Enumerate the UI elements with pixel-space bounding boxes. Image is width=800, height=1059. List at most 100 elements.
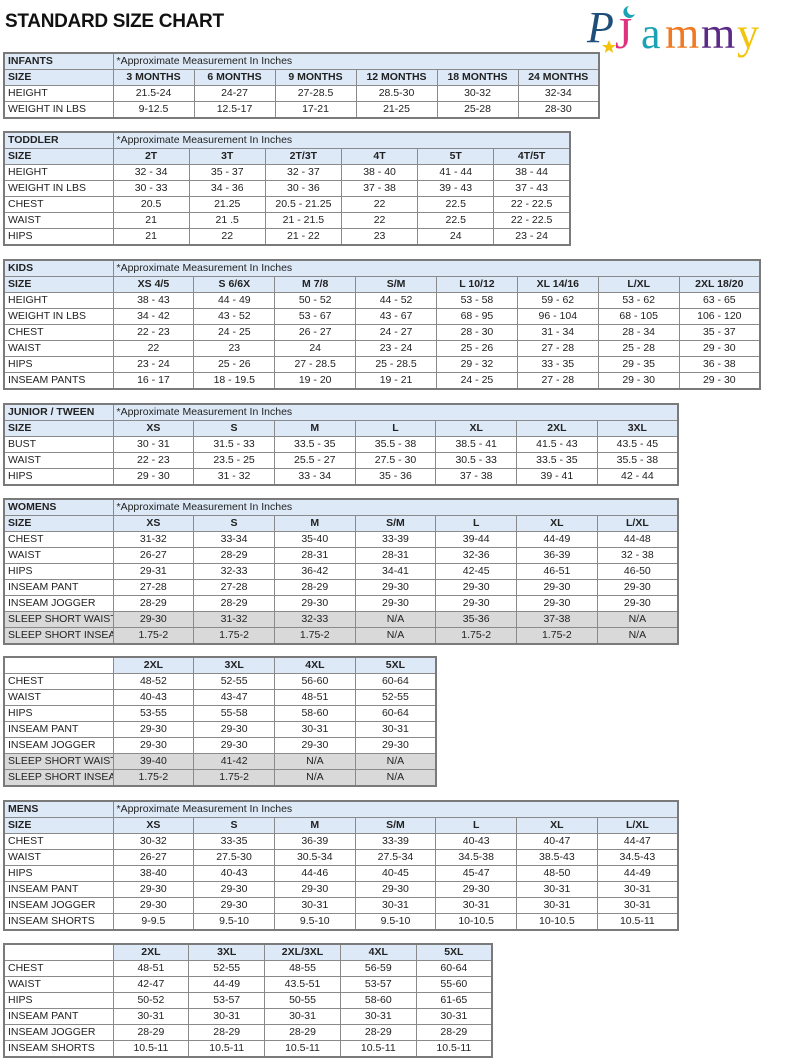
measurement-value: 21 - 22 xyxy=(264,228,342,246)
measurement-value: 42-47 xyxy=(112,976,190,993)
measurement-value: 9.5-10 xyxy=(193,913,275,931)
size-header-cell: 2T/3T xyxy=(264,148,342,165)
table-category-label: TODDLER xyxy=(3,131,114,149)
size-header-cell: 2XL/3XL xyxy=(264,943,341,961)
measurement-label: INSEAM JOGGER xyxy=(3,897,114,914)
measurement-value: 29 - 35 xyxy=(597,356,680,373)
logo-letter-a: a xyxy=(641,9,661,58)
measurement-label: CHEST xyxy=(3,531,114,548)
measurement-value: 29-30 xyxy=(354,737,437,754)
size-column-label: SIZE xyxy=(3,515,114,532)
table-row: WEIGHT IN LBS 34 - 42 43 - 52 53 - 67 43 - 6… xyxy=(3,308,761,325)
measurement-value: 28 - 34 xyxy=(597,324,680,341)
table-row: INSEAM JOGGER 29-30 29-30 30-31 30-31 30-31 30… xyxy=(3,897,679,914)
size-header-cell: 2XL xyxy=(112,656,195,674)
measurement-value: 28.5-30 xyxy=(355,85,438,102)
measurement-value: 33 - 35 xyxy=(516,356,599,373)
size-header-cell: 4XL xyxy=(339,943,417,961)
measurement-value: 29-30 xyxy=(516,579,598,596)
size-header-cell: XS 4/5 xyxy=(112,276,195,293)
measurement-value: 29-30 xyxy=(112,897,195,914)
measurement-value: 30-31 xyxy=(354,721,437,738)
measurement-value: 36-39 xyxy=(273,833,356,850)
measurement-value: 31-32 xyxy=(112,531,195,548)
table-row: INSEAM PANT 29-30 29-30 29-30 29-30 29-30 30-3… xyxy=(3,881,679,898)
size-header-cell: 2XL 18/20 xyxy=(678,276,761,293)
size-row: SIZE XS S M L XL 2XL 3XL xyxy=(3,420,679,437)
size-header-cell: 3 MONTHS xyxy=(112,69,195,86)
size-header-cell: XS xyxy=(112,817,195,834)
measurement-value: 10-10.5 xyxy=(435,913,518,931)
measurement-value: N/A xyxy=(354,611,437,628)
measurement-value: 25.5 - 27 xyxy=(273,452,356,469)
measurement-value: 23.5 - 25 xyxy=(193,452,275,469)
size-row: SIZE XS 4/5 S 6/6X M 7/8 S/M L 10/12 XL 14/16 L… xyxy=(3,276,761,293)
table-row: INSEAM PANT 30-31 30-31 30-31 30-31 30-31 xyxy=(3,1008,493,1025)
measurement-value: 44 - 49 xyxy=(193,292,276,309)
measurement-label: INSEAM PANT xyxy=(3,1008,114,1025)
page-title: STANDARD SIZE CHART xyxy=(5,11,224,32)
table-category-label: JUNIOR / TWEEN xyxy=(3,403,114,421)
size-header-cell: L/XL xyxy=(596,817,679,834)
measurement-value: 27-28 xyxy=(112,579,195,596)
measurement-value: N/A xyxy=(354,627,437,645)
measurement-label: HIPS xyxy=(3,228,114,246)
measurement-value: 24 xyxy=(417,228,495,246)
measurement-value: 21.5-24 xyxy=(112,85,195,102)
measurement-value: 30-31 xyxy=(188,1008,266,1025)
measurement-label: WAIST xyxy=(3,976,114,993)
measurement-value: 48-51 xyxy=(112,960,190,977)
measurement-value: 39-44 xyxy=(435,531,518,548)
measurement-value: 37 - 38 xyxy=(340,180,419,197)
measurement-value: 27 - 28 xyxy=(516,372,599,390)
measurement-value: 26-27 xyxy=(112,547,195,564)
table-row: INSEAM PANT 29-30 29-30 30-31 30-31 xyxy=(3,721,437,738)
measurement-value: 28-29 xyxy=(273,579,356,596)
measurement-value: 30-32 xyxy=(112,833,195,850)
measurement-value: 68 - 95 xyxy=(436,308,518,325)
measurement-label: CHEST xyxy=(3,960,114,977)
table-header-row: INFANTS *Approximate Measurement In Inche… xyxy=(3,52,600,70)
measurement-value: 53-57 xyxy=(188,992,266,1009)
measurement-value: 33-34 xyxy=(193,531,275,548)
size-header-cell: XL 14/16 xyxy=(516,276,599,293)
logo-letter-y: y xyxy=(737,9,759,58)
size-header-cell: 2T xyxy=(112,148,190,165)
measurement-value: 1.75-2 xyxy=(193,769,275,787)
measurement-value: 23 xyxy=(340,228,419,246)
measurement-value: 48-52 xyxy=(112,673,195,690)
size-header-cell: M 7/8 xyxy=(274,276,357,293)
measurement-value: 55-60 xyxy=(415,976,493,993)
measurement-value: 22 xyxy=(340,212,419,229)
mens-size-table: MENS *Approximate Measurement In Inches SI… xyxy=(3,800,679,931)
table-row: INSEAM JOGGER 29-30 29-30 29-30 29-30 xyxy=(3,737,437,754)
size-header-cell: 12 MONTHS xyxy=(355,69,438,86)
measurement-value: 34.5-38 xyxy=(435,849,518,866)
measurement-value: 44-49 xyxy=(596,865,679,882)
measurement-value: 25 - 28.5 xyxy=(355,356,437,373)
table-header-row: TODDLER *Approximate Measurement In Inche… xyxy=(3,131,571,149)
table-row: WAIST 42-47 44-49 43.5-51 53-57 55-60 xyxy=(3,976,493,993)
measurement-value: 29 - 30 xyxy=(112,468,195,486)
measurement-value: 52-55 xyxy=(188,960,266,977)
size-header-cell: L/XL xyxy=(596,515,679,532)
table-header-row: MENS *Approximate Measurement In Inches xyxy=(3,800,679,818)
measurement-label: WAIST xyxy=(3,340,114,357)
star-icon xyxy=(602,40,616,53)
size-header-cell: 18 MONTHS xyxy=(436,69,519,86)
measurement-value: 40-47 xyxy=(516,833,598,850)
measurement-value: 28-29 xyxy=(415,1024,493,1041)
measurement-value: 44-46 xyxy=(273,865,356,882)
size-header-cell: 4T/5T xyxy=(493,148,571,165)
measurement-value: 23 - 24 xyxy=(112,356,195,373)
measurement-value: 59 - 62 xyxy=(516,292,599,309)
measurement-label: SLEEP SHORT WAIST xyxy=(3,611,114,628)
measurement-value: 40-43 xyxy=(435,833,518,850)
table-row: BUST 30 - 31 31.5 - 33 33.5 - 35 35.5 - 38 38… xyxy=(3,436,679,453)
measurement-value: 30.5 - 33 xyxy=(435,452,518,469)
measurement-value: 31 - 34 xyxy=(516,324,599,341)
measurement-label: INSEAM SHORTS xyxy=(3,1040,114,1058)
measurement-value: 29-30 xyxy=(274,737,356,754)
measurement-value: 46-50 xyxy=(596,563,679,580)
measurement-value: 33-39 xyxy=(354,833,437,850)
